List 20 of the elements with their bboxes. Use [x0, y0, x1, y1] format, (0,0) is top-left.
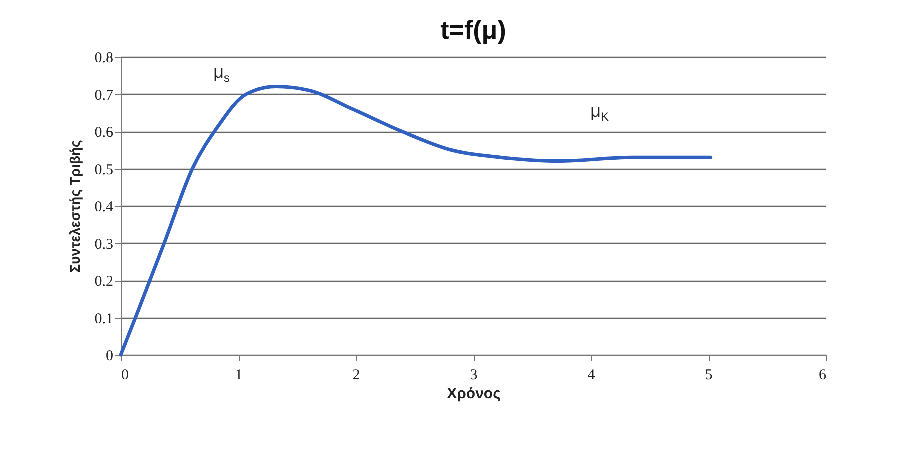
y-tick-label: 0.6 [94, 125, 114, 141]
y-axis-title: Συντελεστής Τριβής [66, 140, 83, 273]
chart-title: t=f(μ) [440, 15, 506, 45]
x-tick-label: 6 [819, 368, 827, 384]
x-tick-label: 5 [705, 368, 713, 384]
y-tick-label: 0.7 [94, 88, 114, 104]
line-series [119, 85, 713, 357]
y-tick-label: 0 [106, 348, 114, 364]
y-tick-label: 0.4 [94, 200, 114, 216]
y-tick-label: 0.8 [94, 50, 114, 66]
x-tick-label: 3 [470, 368, 478, 384]
y-tick-label: 0.2 [94, 274, 114, 290]
x-tick-label: 2 [352, 368, 360, 384]
y-tick-label: 0.3 [94, 236, 114, 253]
x-tick-label: 1 [235, 368, 243, 384]
x-tick-label: 4 [588, 368, 596, 384]
x-tick-label: 0 [122, 368, 129, 384]
x-axis-title: Χρόνος [447, 386, 502, 402]
y-tick-label: 0.1 [94, 311, 114, 328]
y-tick-label: 0.5 [94, 162, 114, 178]
